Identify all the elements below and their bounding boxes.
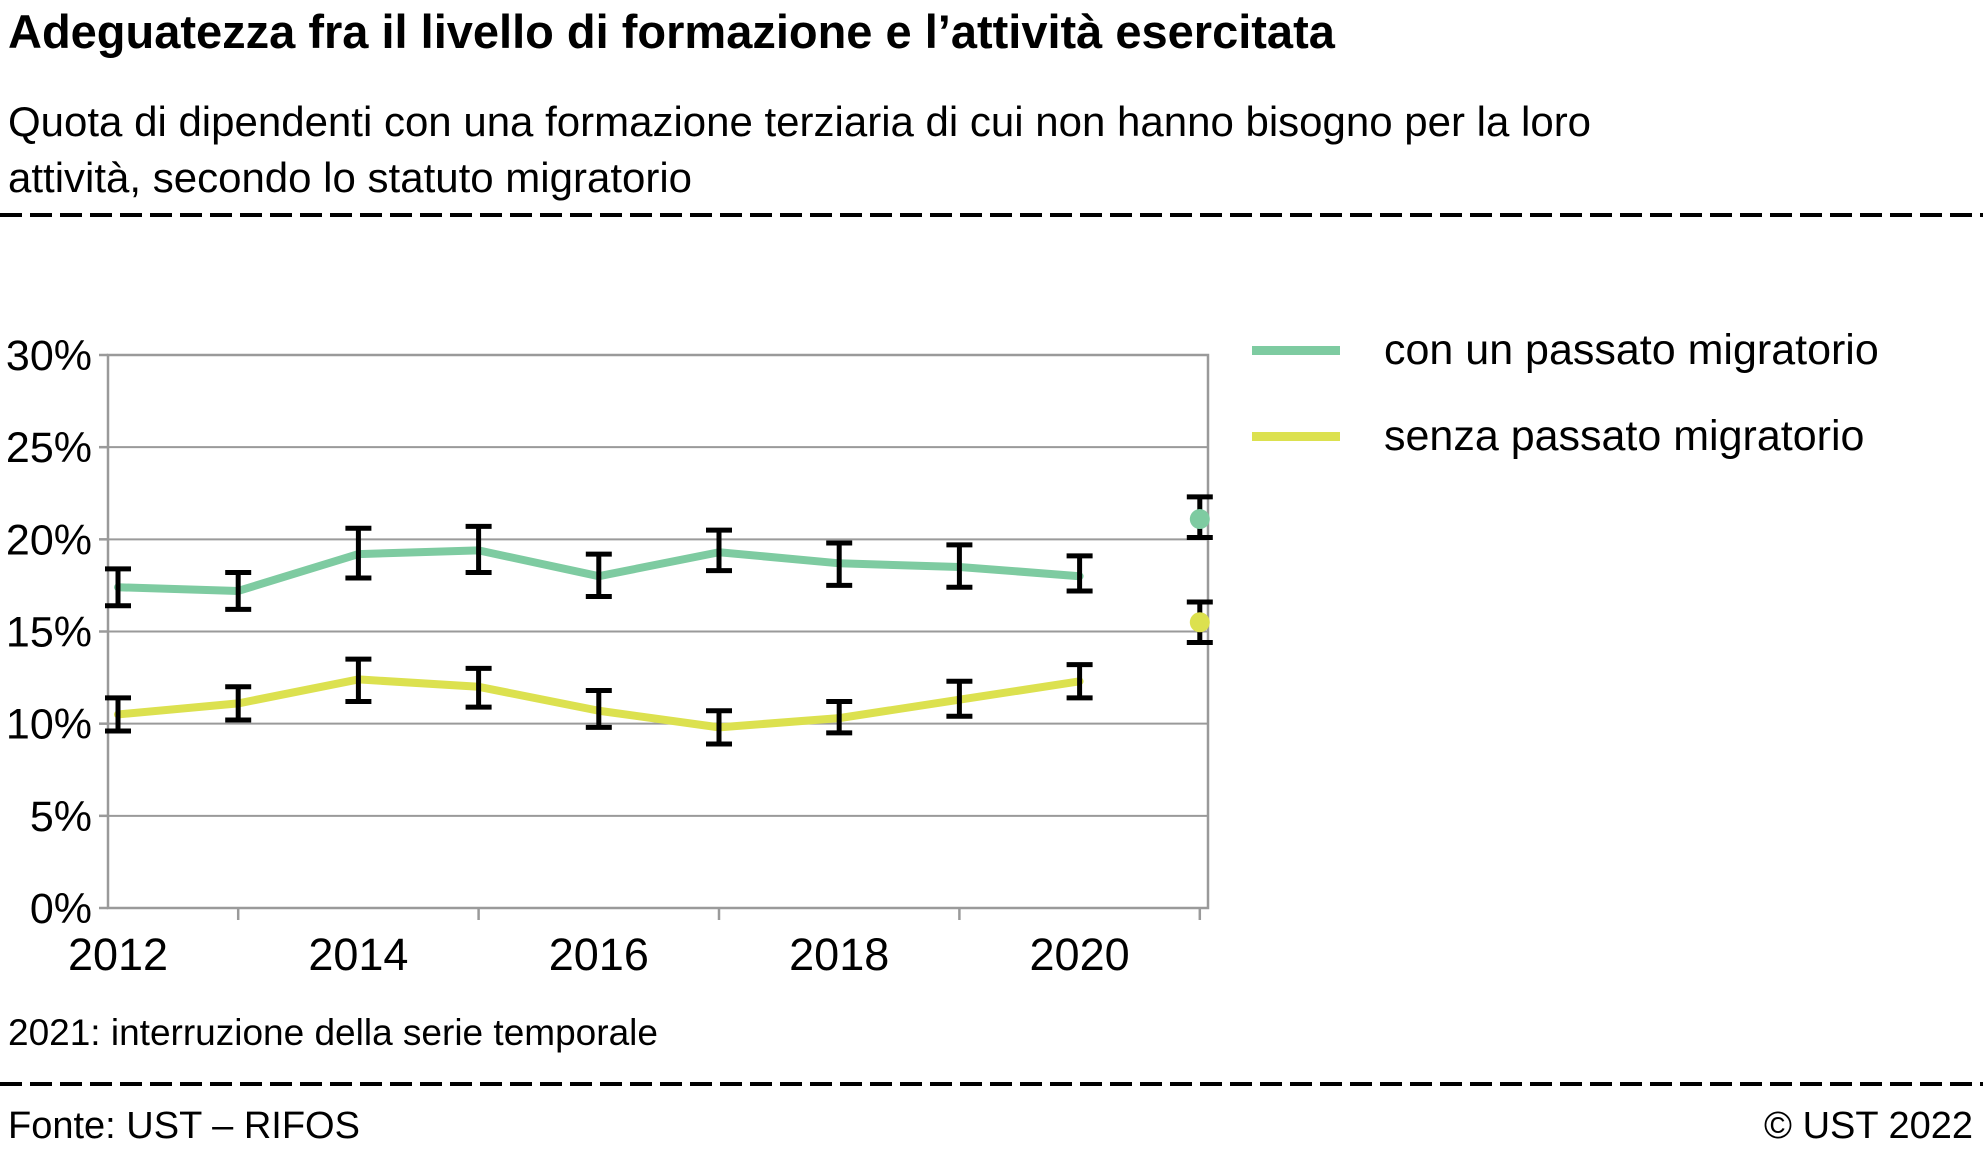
svg-text:0%: 0% [30,885,92,933]
copyright-text: © UST 2022 [1764,1105,1973,1147]
footer: Fonte: UST – RIFOS © UST 2022 [8,1105,1973,1148]
svg-text:2020: 2020 [1030,929,1130,980]
svg-text:20%: 20% [6,516,92,564]
legend-item-senza-passato: senza passato migratorio [1252,408,1879,464]
svg-text:2012: 2012 [68,929,168,980]
error-bars-1 [105,656,1093,747]
legend-label-con-passato: con un passato migratorio [1384,325,1879,374]
break-point-0 [1189,509,1210,530]
chart-subtitle: Quota di dipendenti con una formazione t… [8,98,1592,201]
legend-item-con-passato: con un passato migratorio [1252,322,1879,378]
legend-swatch-senza-passato [1252,431,1340,441]
svg-text:5%: 5% [30,793,92,841]
svg-text:2014: 2014 [308,929,408,980]
x-axis-labels: 2012 2014 2016 2018 2020 [68,929,1130,980]
legend-swatch-con-passato [1252,345,1340,355]
y-axis-labels: 0% 5% 10% 15% 20% 25% 30% [6,332,92,933]
legend-label-senza-passato: senza passato migratorio [1384,411,1865,460]
svg-text:15%: 15% [6,609,92,657]
svg-text:2018: 2018 [789,929,889,980]
bottom-divider [0,1082,1983,1086]
y-gridlines [108,446,1208,817]
top-divider [0,213,1983,217]
chart-title: Adeguatezza fra il livello di formazione… [8,5,1335,58]
line-chart: 0% 5% 10% 15% 20% 25% 30% 2012 2014 2016 2018 2020 [6,332,1213,980]
series-break-footnote: 2021: interruzione della serie temporale [8,1012,658,1053]
svg-text:2016: 2016 [549,929,649,980]
error-bars-0 [105,523,1093,612]
svg-text:10%: 10% [6,701,92,749]
axis-ticks [99,353,1202,920]
source-text: Fonte: UST – RIFOS [8,1105,360,1147]
chart-legend: con un passato migratorio senza passato … [1252,322,1879,494]
svg-text:25%: 25% [6,424,92,472]
break-point-1 [1189,612,1210,633]
svg-text:30%: 30% [6,332,92,380]
